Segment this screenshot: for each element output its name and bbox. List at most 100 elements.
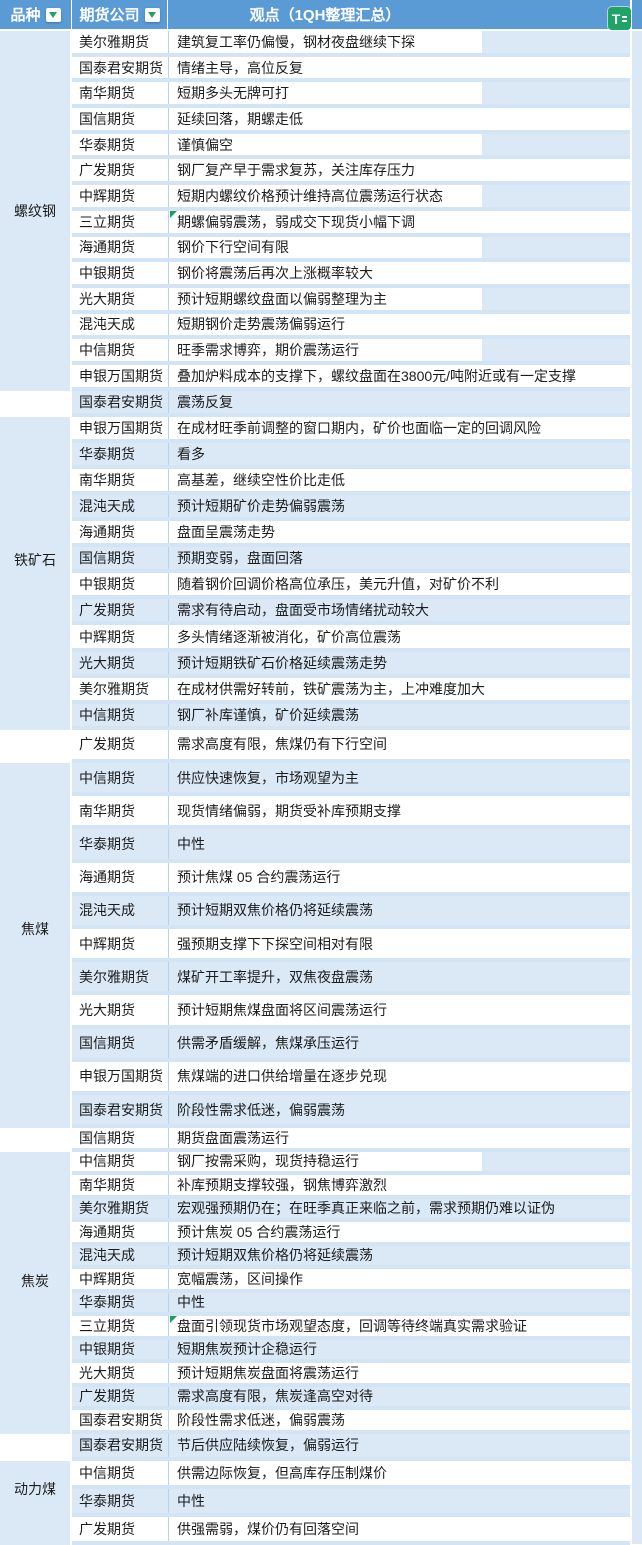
company-cell[interactable]: 混沌天成 bbox=[72, 1245, 168, 1266]
viewpoint-cell[interactable]: 钢价下行空间有限 bbox=[168, 236, 630, 259]
variety-cell[interactable]: 铁矿石 bbox=[0, 390, 72, 730]
viewpoint-cell[interactable]: 强预期支撑下下探空间相对有限 bbox=[168, 928, 630, 959]
variety-cell[interactable]: 焦煤 bbox=[0, 729, 72, 1129]
company-cell[interactable]: 国泰君安期货 bbox=[72, 56, 168, 79]
company-cell[interactable]: 中信期货 bbox=[72, 1461, 168, 1486]
company-cell[interactable]: 广发期货 bbox=[72, 599, 168, 622]
viewpoint-cell[interactable]: 中性 bbox=[168, 829, 630, 859]
company-cell[interactable]: 美尔雅期货 bbox=[72, 962, 168, 992]
company-cell[interactable]: 中辉期货 bbox=[72, 1269, 168, 1289]
company-cell[interactable]: 中信期货 bbox=[72, 339, 168, 361]
viewpoint-cell[interactable]: 钢厂复产早于需求复苏，关注库存压力 bbox=[168, 159, 630, 182]
viewpoint-cell[interactable]: 谨慎偏空 bbox=[168, 133, 630, 156]
company-cell[interactable]: 光大期货 bbox=[72, 1363, 168, 1383]
viewpoint-cell[interactable]: 煤矿开工率提升，双焦夜盘震荡 bbox=[168, 962, 630, 992]
company-cell[interactable]: 国泰君安期货 bbox=[72, 1433, 168, 1458]
company-cell[interactable]: 广发期货 bbox=[72, 1386, 168, 1407]
company-cell[interactable]: 国信期货 bbox=[72, 547, 168, 570]
filter-dropdown-icon[interactable] bbox=[144, 7, 160, 22]
company-cell[interactable]: 国泰君安期货 bbox=[72, 1410, 168, 1430]
viewpoint-cell[interactable]: 预计焦炭 05 合约震荡运行 bbox=[168, 1222, 630, 1242]
company-cell[interactable]: 国信期货 bbox=[72, 1028, 168, 1058]
viewpoint-cell[interactable]: 在成材旺季前调整的窗口期内，矿价也面临一定的回调风险 bbox=[168, 416, 630, 439]
company-cell[interactable]: 混沌天成 bbox=[72, 495, 168, 518]
viewpoint-cell[interactable]: 预计短期铁矿石价格延续震荡走势 bbox=[168, 651, 630, 674]
viewpoint-cell[interactable]: 现货情绪偏弱，期货受补库预期支撑 bbox=[168, 796, 630, 826]
viewpoint-cell[interactable]: 预期变弱，盘面回落 bbox=[168, 547, 630, 570]
company-cell[interactable]: 光大期货 bbox=[72, 651, 168, 674]
viewpoint-cell[interactable]: 短期钢价走势震荡偏弱运行 bbox=[168, 313, 630, 336]
company-cell[interactable]: 国泰君安期货 bbox=[72, 390, 168, 413]
company-cell[interactable]: 混沌天成 bbox=[72, 313, 168, 336]
company-cell[interactable]: 中银期货 bbox=[72, 573, 168, 596]
table-tools-icon[interactable]: T bbox=[608, 7, 631, 30]
company-cell[interactable]: 申银万国期货 bbox=[72, 364, 168, 387]
viewpoint-cell[interactable]: 供应快速恢复，市场观望为主 bbox=[168, 763, 630, 793]
viewpoint-cell[interactable]: 盘面呈震荡走势 bbox=[168, 521, 630, 544]
company-cell[interactable]: 混沌天成 bbox=[72, 895, 168, 925]
company-cell[interactable]: 南华期货 bbox=[72, 1175, 168, 1195]
company-cell[interactable]: 国信期货 bbox=[72, 1128, 168, 1148]
company-cell[interactable]: 海通期货 bbox=[72, 862, 168, 892]
viewpoint-cell[interactable]: 短期多头无牌可打 bbox=[168, 82, 630, 105]
company-cell[interactable]: 广发期货 bbox=[72, 729, 168, 760]
company-cell[interactable]: 美尔雅期货 bbox=[72, 1198, 168, 1219]
viewpoint-cell[interactable]: 短期内螺纹价格预计维持高位震荡运行状态 bbox=[168, 185, 630, 207]
viewpoint-cell[interactable]: 阶段性需求低迷，偏弱震荡 bbox=[168, 1094, 630, 1125]
viewpoint-cell[interactable]: 供需边际恢复，但高库存压制煤价 bbox=[168, 1461, 630, 1486]
company-cell[interactable]: 中银期货 bbox=[72, 262, 168, 284]
viewpoint-cell[interactable]: 焦煤端的进口供给增量在逐步兑现 bbox=[168, 1061, 630, 1091]
viewpoint-cell[interactable]: 预计短期双焦价格仍将延续震荡 bbox=[168, 1245, 630, 1266]
viewpoint-cell[interactable]: 期螺偏弱震荡，弱成交下现货小幅下调 bbox=[168, 210, 630, 233]
viewpoint-cell[interactable]: 预计短期双焦价格仍将延续震荡 bbox=[168, 895, 630, 925]
company-cell[interactable]: 美尔雅期货 bbox=[72, 677, 168, 700]
viewpoint-cell[interactable]: 叠加炉料成本的支撑下，螺纹盘面在3800元/吨附近或有一定支撑 bbox=[168, 364, 630, 387]
company-cell[interactable]: 南华期货 bbox=[72, 468, 168, 491]
viewpoint-cell[interactable]: 延续回落，期螺走低 bbox=[168, 108, 630, 130]
company-cell[interactable]: 三立期货 bbox=[72, 1316, 168, 1336]
viewpoint-cell[interactable]: 情绪主导，高位反复 bbox=[168, 56, 630, 79]
variety-cell[interactable]: 螺纹钢 bbox=[0, 31, 72, 391]
viewpoint-cell[interactable]: 钢厂补库谨慎，矿价延续震荡 bbox=[168, 703, 630, 726]
company-cell[interactable]: 华泰期货 bbox=[72, 829, 168, 859]
viewpoint-cell[interactable]: 建筑复工率仍偏慢，钢材夜盘继续下探 bbox=[168, 31, 630, 53]
company-cell[interactable]: 海通期货 bbox=[72, 236, 168, 259]
viewpoint-cell[interactable]: 短期焦炭预计企稳运行 bbox=[168, 1339, 630, 1360]
company-cell[interactable]: 广发期货 bbox=[72, 159, 168, 182]
viewpoint-cell[interactable]: 在成材供需好转前，铁矿震荡为主，上冲难度加大 bbox=[168, 677, 630, 700]
variety-cell[interactable]: 焦炭 bbox=[0, 1128, 72, 1434]
company-cell[interactable]: 中银期货 bbox=[72, 1339, 168, 1360]
viewpoint-cell[interactable]: 钢厂按需采购，现货持稳运行 bbox=[168, 1151, 630, 1172]
company-cell[interactable]: 中信期货 bbox=[72, 763, 168, 793]
viewpoint-cell[interactable]: 阶段性需求低迷，偏弱震荡 bbox=[168, 1410, 630, 1430]
viewpoint-cell[interactable]: 旺季需求博弈，期价震荡运行 bbox=[168, 339, 630, 361]
company-cell[interactable]: 广发期货 bbox=[72, 1516, 168, 1541]
viewpoint-cell[interactable]: 中性 bbox=[168, 1489, 630, 1513]
company-cell[interactable]: 光大期货 bbox=[72, 995, 168, 1025]
viewpoint-cell[interactable]: 高基差，继续空性价比走低 bbox=[168, 468, 630, 491]
viewpoint-cell[interactable]: 节后供应陆续恢复，偏弱运行 bbox=[168, 1433, 630, 1458]
viewpoint-cell[interactable]: 预计焦煤 05 合约震荡运行 bbox=[168, 862, 630, 892]
viewpoint-cell[interactable]: 宏观强预期仍在；在旺季真正来临之前，需求预期仍难以证伪 bbox=[168, 1198, 630, 1219]
viewpoint-cell[interactable]: 多头情绪逐渐被消化，矿价高位震荡 bbox=[168, 625, 630, 648]
viewpoint-cell[interactable]: 供强需弱，煤价仍有回落空间 bbox=[168, 1516, 630, 1541]
viewpoint-cell[interactable]: 钢价将震荡后再次上涨概率较大 bbox=[168, 262, 630, 284]
viewpoint-cell[interactable]: 随着钢价回调价格高位承压，美元升值，对矿价不利 bbox=[168, 573, 630, 596]
viewpoint-cell[interactable]: 预计短期焦煤盘面将区间震荡运行 bbox=[168, 995, 630, 1025]
company-cell[interactable]: 南华期货 bbox=[72, 82, 168, 105]
filter-dropdown-icon[interactable] bbox=[45, 7, 61, 22]
viewpoint-cell[interactable]: 盘面引领现货市场观望态度，回调等待终端真实需求验证 bbox=[168, 1316, 630, 1336]
company-cell[interactable]: 中辉期货 bbox=[72, 625, 168, 648]
company-cell[interactable]: 国信期货 bbox=[72, 108, 168, 130]
company-cell[interactable]: 三立期货 bbox=[72, 210, 168, 233]
viewpoint-cell[interactable]: 供需矛盾缓解，焦煤承压运行 bbox=[168, 1028, 630, 1058]
viewpoint-cell[interactable]: 看多 bbox=[168, 442, 630, 465]
viewpoint-cell[interactable]: 需求高度有限，焦煤仍有下行空间 bbox=[168, 729, 630, 760]
company-cell[interactable]: 海通期货 bbox=[72, 521, 168, 544]
viewpoint-cell[interactable]: 需求高度有限，焦炭逢高空对待 bbox=[168, 1386, 630, 1407]
company-cell[interactable]: 中信期货 bbox=[72, 703, 168, 726]
viewpoint-cell[interactable]: 期货盘面震荡运行 bbox=[168, 1128, 630, 1148]
viewpoint-cell[interactable]: 需求有待启动，盘面受市场情绪扰动较大 bbox=[168, 599, 630, 622]
company-cell[interactable]: 申银万国期货 bbox=[72, 1061, 168, 1091]
company-cell[interactable]: 中辉期货 bbox=[72, 928, 168, 959]
